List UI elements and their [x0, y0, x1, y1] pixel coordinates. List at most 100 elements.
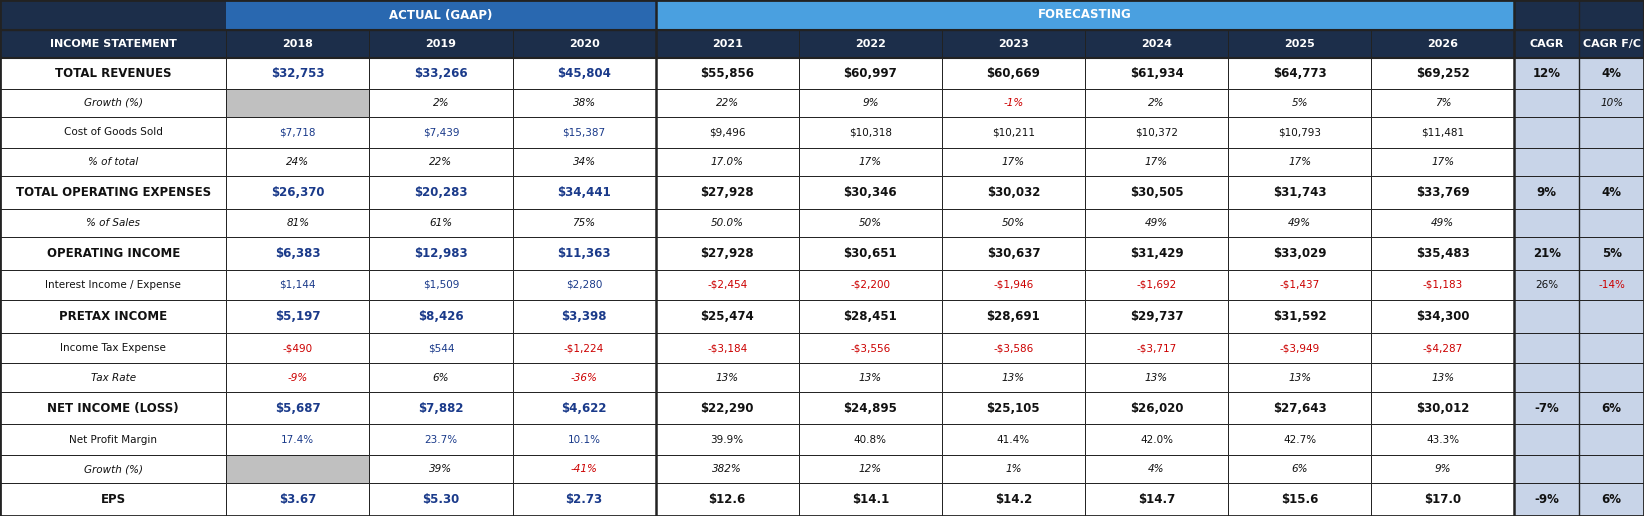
Text: 13%: 13%	[715, 373, 738, 382]
Bar	[1371, 117, 1514, 148]
Bar	[1514, 148, 1580, 176]
Bar	[1514, 208, 1580, 237]
Text: $61,934: $61,934	[1129, 67, 1184, 80]
Bar	[656, 424, 799, 455]
Bar	[1580, 455, 1644, 483]
Bar	[1228, 333, 1371, 363]
Bar	[1371, 333, 1514, 363]
Text: -$1,224: -$1,224	[564, 343, 605, 353]
Text: -1%: -1%	[1003, 98, 1024, 108]
Bar	[1371, 208, 1514, 237]
Text: 42.0%: 42.0%	[1139, 434, 1174, 445]
Text: $31,743: $31,743	[1272, 186, 1327, 199]
Bar	[799, 30, 942, 58]
Text: 26%: 26%	[1535, 280, 1559, 290]
Text: $12.6: $12.6	[709, 493, 746, 506]
Text: 50%: 50%	[858, 218, 881, 228]
Bar	[370, 424, 513, 455]
Text: -$4,287: -$4,287	[1422, 343, 1463, 353]
Bar	[1228, 30, 1371, 58]
Bar	[0, 333, 227, 363]
Bar	[1371, 176, 1514, 208]
Text: $10,211: $10,211	[991, 127, 1036, 137]
Bar	[799, 424, 942, 455]
Text: $28,691: $28,691	[986, 310, 1041, 323]
Text: 382%: 382%	[712, 464, 741, 474]
Text: $20,283: $20,283	[414, 186, 469, 199]
Text: OPERATING INCOME: OPERATING INCOME	[46, 247, 179, 260]
Text: $10,318: $10,318	[848, 127, 891, 137]
Bar	[1085, 363, 1228, 392]
Text: 42.7%: 42.7%	[1282, 434, 1317, 445]
Text: -14%: -14%	[1598, 280, 1624, 290]
Text: $7,439: $7,439	[423, 127, 459, 137]
Bar	[227, 89, 370, 117]
Bar	[1580, 58, 1644, 89]
Bar	[513, 208, 656, 237]
Text: -$490: -$490	[283, 343, 312, 353]
Bar	[513, 176, 656, 208]
Bar	[513, 270, 656, 300]
Bar	[370, 455, 513, 483]
Text: 38%: 38%	[572, 98, 595, 108]
Text: $31,592: $31,592	[1272, 310, 1327, 323]
Bar	[942, 208, 1085, 237]
Bar	[1228, 392, 1371, 424]
Text: $2,280: $2,280	[566, 280, 602, 290]
Text: 17.4%: 17.4%	[281, 434, 314, 445]
Text: -9%: -9%	[288, 373, 307, 382]
Bar	[0, 176, 227, 208]
Bar	[227, 208, 370, 237]
Bar	[942, 58, 1085, 89]
Bar	[0, 483, 227, 516]
Bar	[1228, 424, 1371, 455]
Bar	[942, 148, 1085, 176]
Bar	[0, 58, 227, 89]
Text: $14.7: $14.7	[1138, 493, 1175, 506]
Text: TOTAL REVENUES: TOTAL REVENUES	[54, 67, 171, 80]
Bar	[1514, 333, 1580, 363]
Bar	[656, 58, 799, 89]
Bar	[227, 30, 370, 58]
Text: -9%: -9%	[1534, 493, 1559, 506]
Text: 17.0%: 17.0%	[710, 157, 743, 167]
Bar	[799, 89, 942, 117]
Bar	[1580, 89, 1644, 117]
Bar	[513, 117, 656, 148]
Bar	[1085, 424, 1228, 455]
Bar	[1228, 300, 1371, 333]
Text: $69,252: $69,252	[1415, 67, 1470, 80]
Text: -7%: -7%	[1534, 401, 1559, 415]
Bar	[0, 424, 227, 455]
Text: $5,197: $5,197	[275, 310, 321, 323]
Bar	[1580, 117, 1644, 148]
Text: -$1,692: -$1,692	[1136, 280, 1177, 290]
Text: NET INCOME (LOSS): NET INCOME (LOSS)	[48, 401, 179, 415]
Bar	[1228, 89, 1371, 117]
Bar	[1228, 455, 1371, 483]
Text: $544: $544	[427, 343, 454, 353]
Text: -$3,717: -$3,717	[1136, 343, 1177, 353]
Bar	[656, 208, 799, 237]
Bar	[227, 300, 370, 333]
Bar	[370, 270, 513, 300]
Bar	[799, 117, 942, 148]
Text: $34,300: $34,300	[1415, 310, 1470, 323]
Text: 61%: 61%	[429, 218, 452, 228]
Text: 17%: 17%	[1289, 157, 1312, 167]
Text: 2018: 2018	[283, 39, 314, 49]
Bar	[0, 392, 227, 424]
Bar	[942, 270, 1085, 300]
Bar	[1514, 30, 1580, 58]
Bar	[799, 333, 942, 363]
Text: $27,643: $27,643	[1272, 401, 1327, 415]
Bar	[370, 117, 513, 148]
Bar	[370, 148, 513, 176]
Bar	[1085, 148, 1228, 176]
Bar	[942, 424, 1085, 455]
Bar	[799, 455, 942, 483]
Bar	[656, 483, 799, 516]
Text: $3,398: $3,398	[561, 310, 607, 323]
Text: 13%: 13%	[858, 373, 881, 382]
Bar	[1228, 363, 1371, 392]
